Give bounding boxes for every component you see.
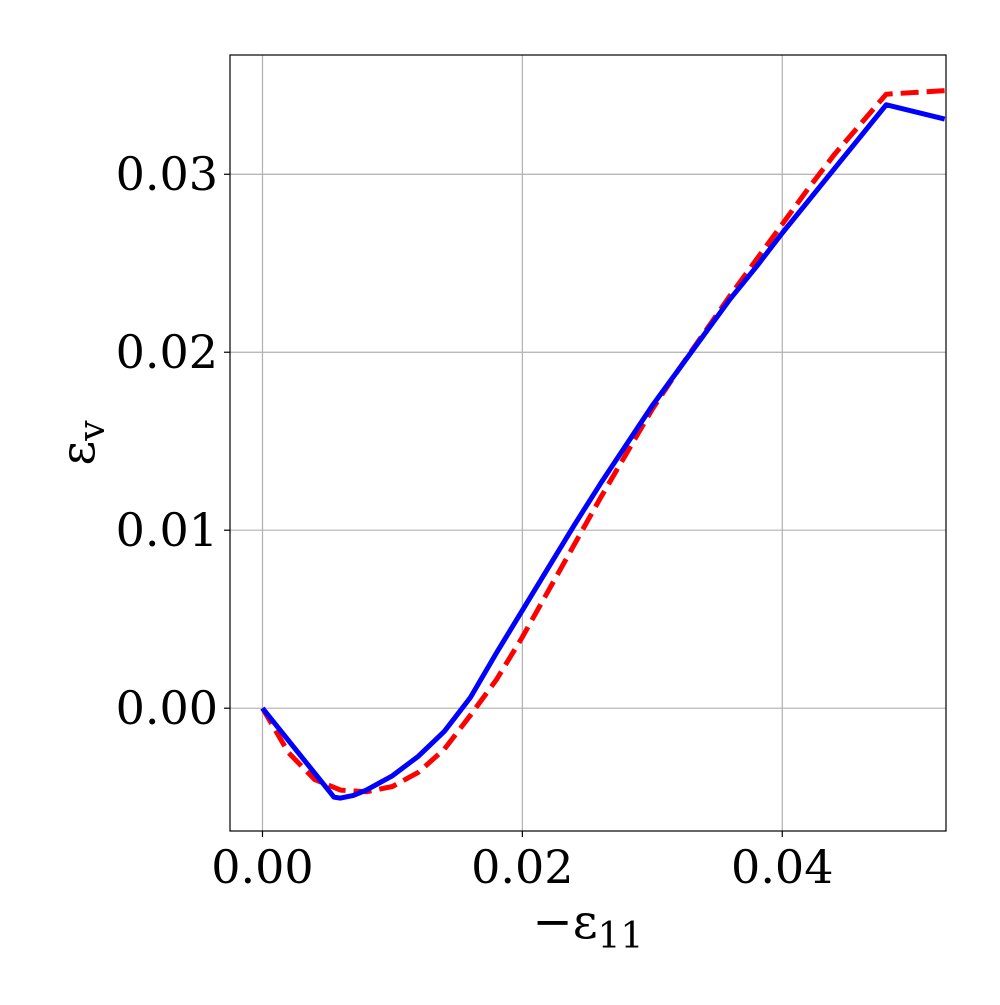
series-layer	[260, 88, 946, 801]
y-axis-label-sub: v	[72, 420, 113, 442]
y-tick-label: 0.03	[116, 147, 218, 201]
y-tick-label: 0.02	[116, 325, 218, 379]
x-tick-label: 0.04	[731, 840, 833, 894]
grid	[230, 55, 946, 831]
plot-frame	[229, 54, 947, 832]
y-tick-label: 0.00	[116, 681, 218, 735]
y-axis-label: εv	[50, 420, 113, 466]
series-line-red-dashed	[260, 88, 945, 795]
x-axis-label-sub: 11	[598, 916, 644, 957]
x-axis-label-main: −ε	[533, 894, 598, 950]
y-axis-label-main: ε	[50, 441, 106, 466]
series-line-blue-solid	[260, 102, 946, 801]
x-tick-label: 0.00	[211, 840, 313, 894]
x-axis-label: −ε11	[533, 894, 644, 957]
x-tick-label: 0.02	[471, 840, 573, 894]
y-tick-label: 0.01	[116, 503, 218, 557]
ticks: 0.00 0.02 0.04 0.00 0.01 0.02 0.03	[116, 147, 834, 894]
